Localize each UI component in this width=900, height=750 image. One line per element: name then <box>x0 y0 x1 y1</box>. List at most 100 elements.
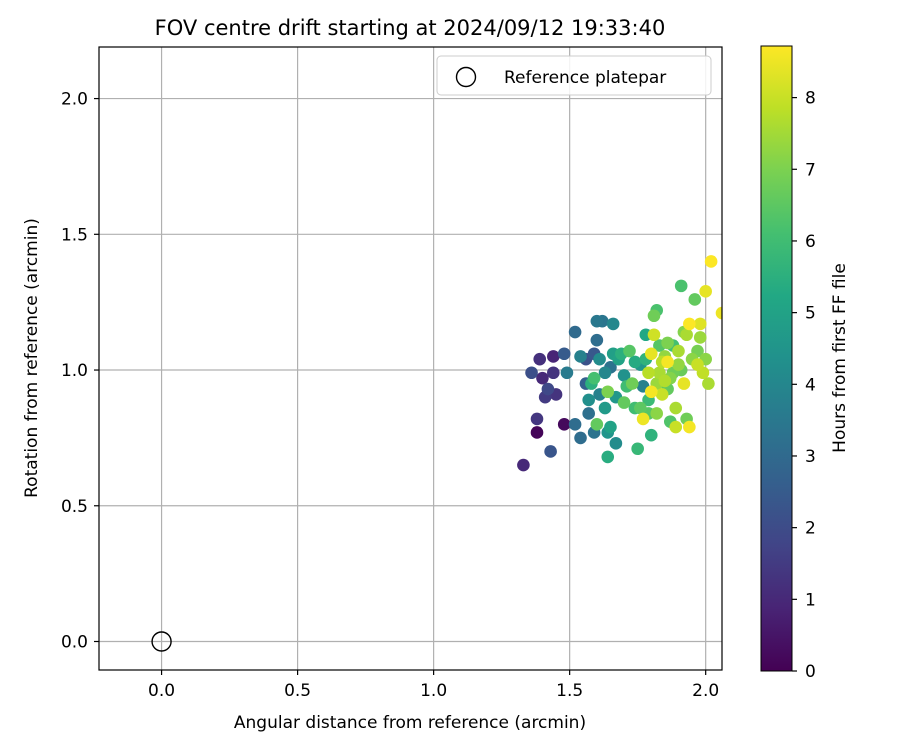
data-point <box>631 442 644 456</box>
x-tick-label: 1.5 <box>556 681 583 701</box>
data-point <box>557 347 571 361</box>
data-point <box>568 325 582 339</box>
data-point <box>536 371 549 385</box>
legend-marker-reference <box>455 66 477 88</box>
data-point <box>650 407 664 420</box>
data-point <box>688 293 702 306</box>
data-point <box>699 285 712 298</box>
data-point <box>702 377 715 390</box>
data-point <box>661 336 674 350</box>
y-tick-label: 1.0 <box>61 361 88 381</box>
data-point <box>658 374 672 388</box>
y-axis-label: Rotation from reference (arcmin) <box>22 218 42 498</box>
data-point <box>606 317 620 331</box>
data-point <box>669 401 683 415</box>
data-point <box>574 431 587 445</box>
data-point <box>582 407 595 420</box>
x-tick-label: 0.5 <box>284 681 311 701</box>
data-point <box>617 396 631 409</box>
y-tick-label: 1.5 <box>61 225 88 245</box>
colorbar-label: Hours from first FF file <box>830 263 850 453</box>
y-tick-label: 2.0 <box>61 90 88 110</box>
colorbar-ticks: 0 1 2 3 4 5 6 7 8 <box>792 89 816 682</box>
data-point <box>590 418 604 431</box>
data-point <box>533 352 547 366</box>
data-point <box>525 366 538 380</box>
data-point <box>547 350 560 363</box>
legend: Reference platepar <box>436 55 712 96</box>
data-point <box>541 382 555 396</box>
colorbar-tick-label: 1 <box>805 590 816 610</box>
data-point <box>677 377 691 390</box>
x-tick-label: 0.0 <box>148 681 175 701</box>
colorbar-tick-label: 6 <box>805 232 816 252</box>
data-point <box>672 358 685 371</box>
reference-platepar-marker <box>151 631 172 652</box>
data-point <box>530 412 544 426</box>
x-tick-label: 1.0 <box>420 681 447 701</box>
colorbar-tick-label: 7 <box>805 160 816 180</box>
data-point <box>593 352 606 366</box>
colorbar: 0 1 2 3 4 5 6 7 8 Hours from first FF file <box>760 45 850 682</box>
data-point <box>644 428 658 442</box>
x-tick-label: 2.0 <box>692 681 719 701</box>
data-point <box>644 385 658 399</box>
data-point <box>625 377 639 390</box>
colorbar-gradient <box>760 45 793 672</box>
y-tick-label: 0.5 <box>61 497 88 517</box>
colorbar-tick-label: 4 <box>805 375 816 395</box>
data-point <box>544 445 557 458</box>
data-point <box>617 369 631 382</box>
plot-frame <box>98 46 723 671</box>
data-point <box>647 328 661 342</box>
data-point <box>574 350 587 363</box>
data-point <box>642 366 655 380</box>
x-axis-label: Angular distance from reference (arcmin) <box>234 713 586 733</box>
axis-ticks: 0.0 0.5 1.0 1.5 2.0 0.0 0.5 1.0 1.5 2.0 <box>61 90 719 701</box>
reference-layer <box>151 631 172 652</box>
colorbar-tick-label: 2 <box>805 519 816 539</box>
legend-label-reference: Reference platepar <box>504 68 666 88</box>
data-point <box>557 418 571 431</box>
colorbar-tick-label: 3 <box>805 447 816 467</box>
data-point <box>582 393 595 407</box>
data-point <box>601 385 615 399</box>
data-point <box>691 358 704 371</box>
y-tick-label: 0.0 <box>61 632 88 652</box>
chart-title: FOV centre drift starting at 2024/09/12 … <box>155 16 666 40</box>
data-point <box>672 344 685 358</box>
data-point <box>530 426 544 439</box>
data-point <box>647 309 661 323</box>
grid-lines <box>99 47 722 670</box>
data-point <box>680 328 693 342</box>
data-point <box>674 279 688 293</box>
data-point <box>628 355 642 369</box>
data-point <box>693 317 707 331</box>
data-point <box>598 401 612 415</box>
data-point <box>609 437 623 450</box>
data-point <box>693 331 707 344</box>
colorbar-tick-label: 0 <box>805 662 816 682</box>
data-point <box>669 420 683 434</box>
data-point <box>683 420 696 434</box>
data-point <box>598 366 612 380</box>
data-point <box>683 317 696 331</box>
colorbar-tick-label: 5 <box>805 304 816 324</box>
data-point <box>601 450 615 464</box>
data-point <box>568 418 582 431</box>
data-point <box>560 366 574 380</box>
data-point <box>715 306 722 320</box>
data-point <box>634 401 647 415</box>
data-point <box>661 355 674 369</box>
data-point <box>704 255 718 268</box>
data-point <box>587 371 601 385</box>
data-point <box>623 344 636 358</box>
data-point <box>655 388 669 401</box>
data-point <box>604 420 617 434</box>
data-point <box>636 412 650 426</box>
colorbar-tick-label: 8 <box>805 89 816 109</box>
data-point <box>590 314 604 328</box>
data-point <box>547 366 560 380</box>
data-points <box>517 255 722 472</box>
